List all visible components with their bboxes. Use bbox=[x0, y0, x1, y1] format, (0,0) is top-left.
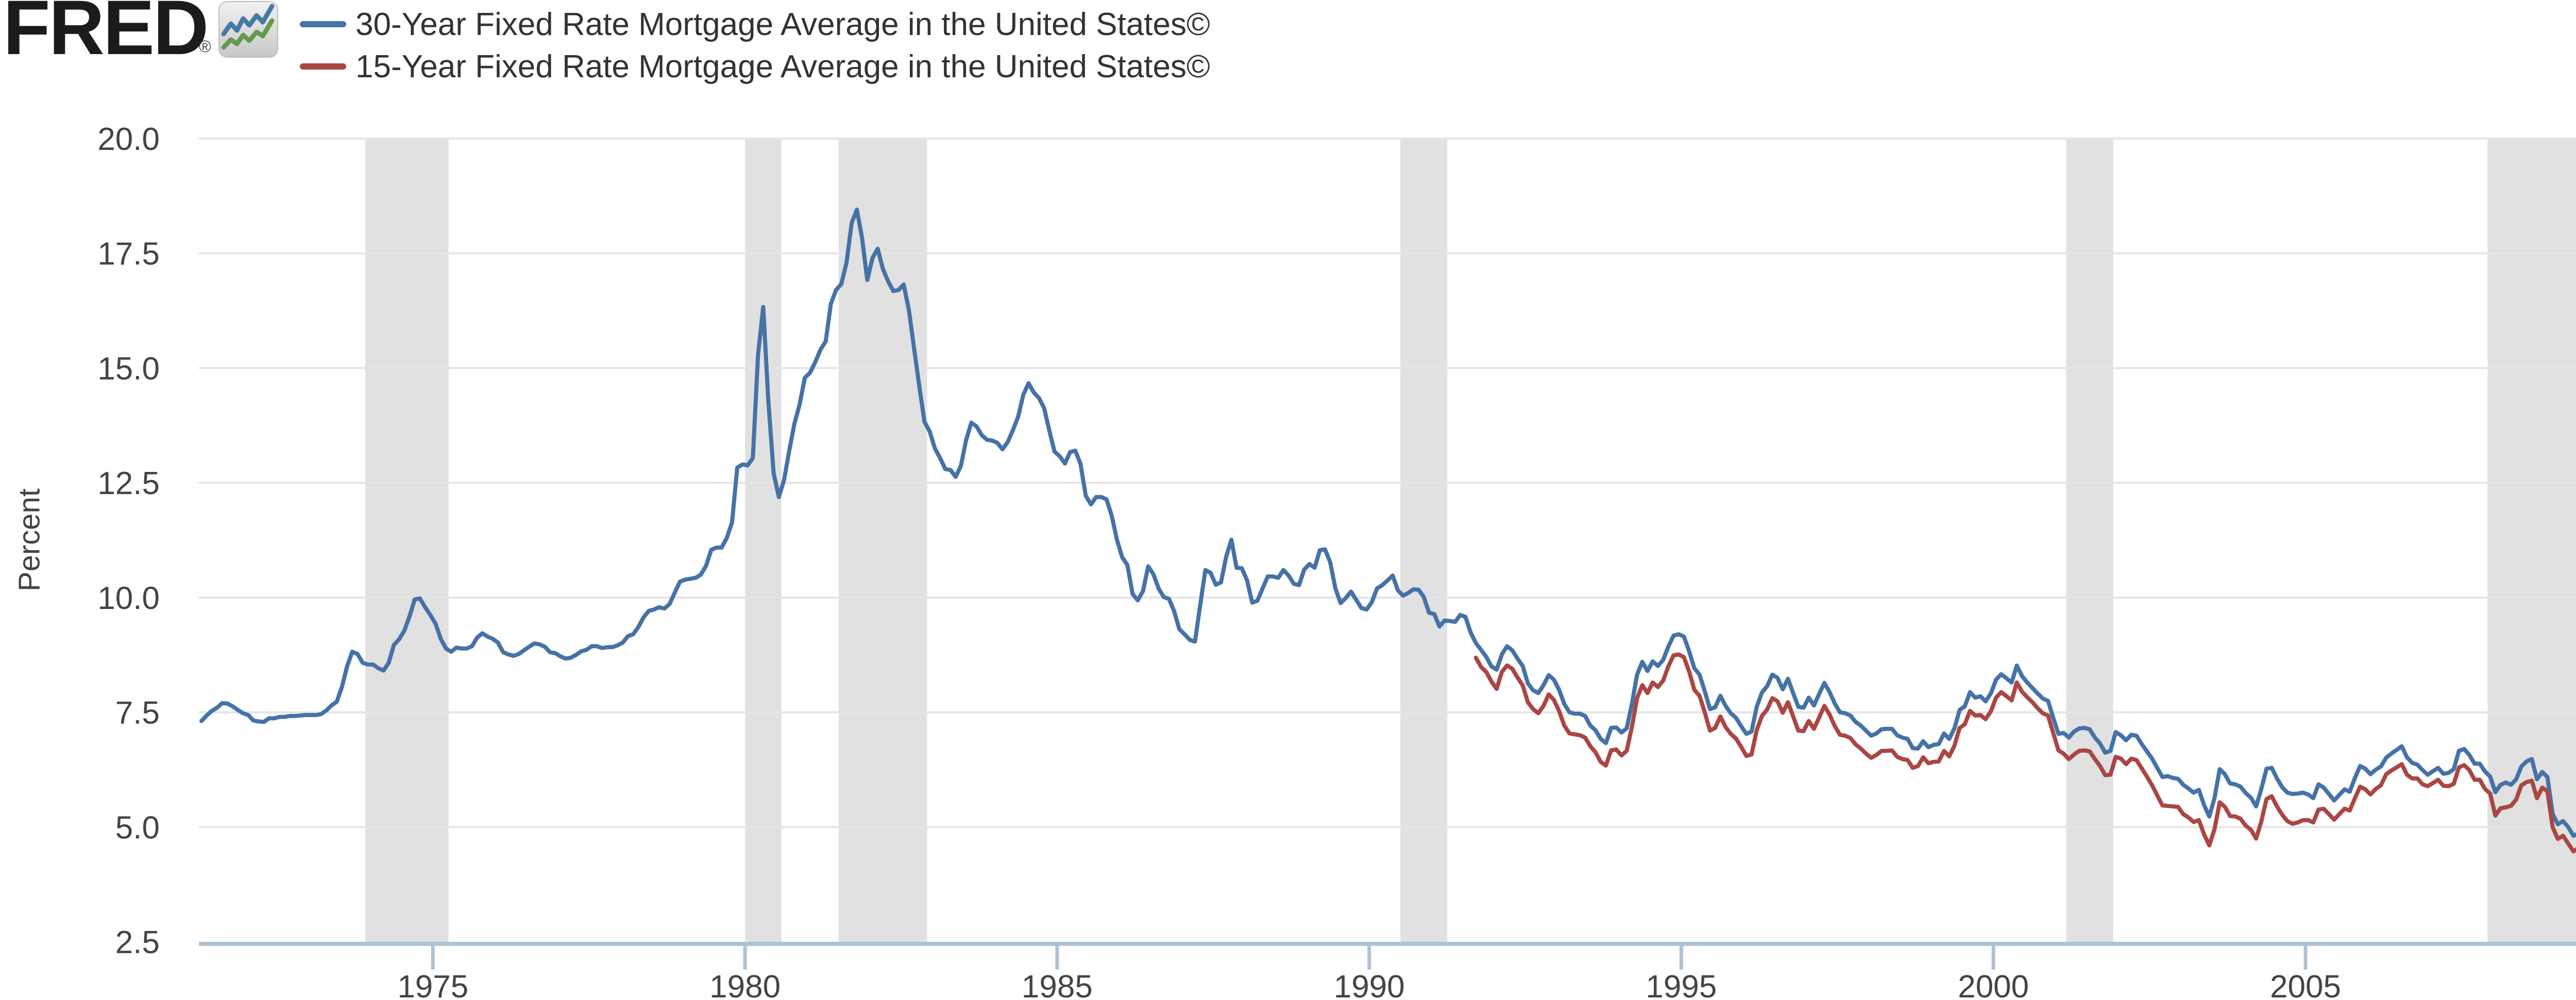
legend-swatch-30-year bbox=[300, 21, 346, 27]
y-axis-tick-label: 17.5 bbox=[97, 236, 160, 272]
series-line-30-year[interactable] bbox=[199, 208, 2576, 903]
legend-label-15-year: 15-Year Fixed Rate Mortgage Average in t… bbox=[355, 48, 1210, 84]
y-axis-tick-label: 5.0 bbox=[115, 810, 160, 845]
fred-logo[interactable]: FRED bbox=[3, 0, 209, 71]
recession-band bbox=[745, 139, 782, 942]
x-axis-tick-label: 2000 bbox=[1958, 969, 2029, 1000]
y-axis-tick-label: 15.0 bbox=[97, 351, 160, 386]
fred-sparkline-icon bbox=[218, 1, 278, 58]
x-axis-tick-label: 1975 bbox=[397, 969, 468, 1000]
y-axis-tick-label: 2.5 bbox=[115, 925, 160, 960]
registered-trademark-symbol: ® bbox=[199, 37, 211, 56]
x-axis-tick-label: 1980 bbox=[709, 969, 781, 1000]
legend-item-30-year[interactable]: 30-Year Fixed Rate Mortgage Average in t… bbox=[300, 3, 1210, 45]
y-axis-title: Percent bbox=[12, 488, 46, 591]
y-axis-tick-label: 7.5 bbox=[115, 696, 160, 731]
recession-band bbox=[365, 139, 449, 942]
series-line-15-year[interactable] bbox=[1473, 652, 2576, 935]
legend-swatch-15-year bbox=[300, 63, 346, 70]
y-axis-tick-label: 20.0 bbox=[97, 122, 160, 157]
y-axis-tick-label: 10.0 bbox=[97, 581, 160, 616]
x-axis-tick-label: 2005 bbox=[2270, 969, 2341, 1000]
x-axis-tick-label: 1985 bbox=[1022, 969, 1093, 1000]
legend-item-15-year[interactable]: 15-Year Fixed Rate Mortgage Average in t… bbox=[300, 45, 1210, 88]
legend: 30-Year Fixed Rate Mortgage Average in t… bbox=[300, 3, 1210, 88]
recession-band bbox=[838, 139, 927, 942]
y-axis-tick-label: 12.5 bbox=[97, 466, 160, 501]
legend-label-30-year: 30-Year Fixed Rate Mortgage Average in t… bbox=[355, 6, 1210, 42]
x-axis-tick-label: 1995 bbox=[1646, 969, 1717, 1000]
recession-band bbox=[2066, 139, 2113, 942]
x-axis-tick-label: 1990 bbox=[1334, 969, 1405, 1000]
recession-band bbox=[1400, 139, 1448, 942]
